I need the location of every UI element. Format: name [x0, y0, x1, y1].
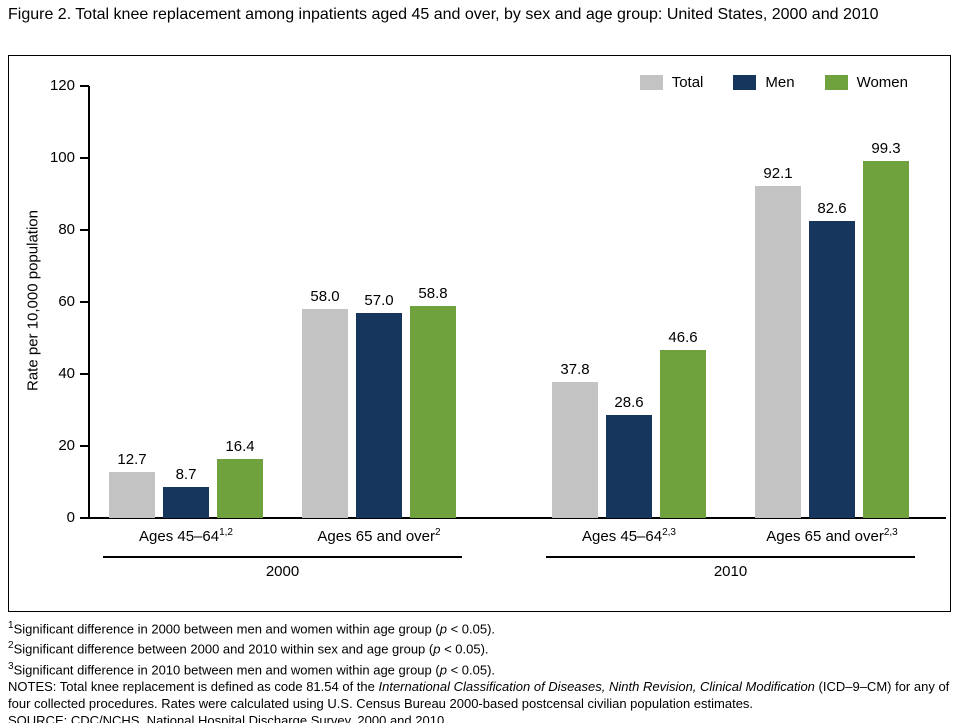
footnote: 3Significant difference in 2010 between … — [8, 658, 952, 678]
bar-value-label: 28.6 — [614, 394, 644, 412]
footnote-text: NOTES: Total knee replacement is defined… — [8, 678, 379, 694]
y-tick-mark — [80, 157, 89, 159]
bar-value-label: 58.8 — [418, 285, 448, 303]
legend-label: Men — [765, 74, 795, 91]
footnote: NOTES: Total knee replacement is defined… — [8, 678, 952, 712]
footnote-text: < 0.05). — [440, 641, 489, 657]
footnote-text: (ICD–9–CM) for any of four collected pro… — [8, 678, 950, 711]
y-tick-mark — [80, 301, 89, 303]
y-tick-label: 100 — [49, 149, 75, 166]
y-axis-line — [88, 86, 90, 519]
legend-item-total: Total — [639, 74, 704, 91]
bar-value-label: 57.0 — [364, 291, 394, 309]
footnote-text: SOURCE: CDC/NCHS, National Hospital Disc… — [8, 712, 448, 723]
footnote: 2Significant difference between 2000 and… — [8, 637, 952, 657]
footnote-text: p — [439, 661, 447, 677]
footnote-text: Significant difference between 2000 and … — [13, 641, 434, 657]
legend-swatch-women — [824, 75, 848, 90]
figure-title: Figure 2. Total knee replacement among i… — [8, 6, 879, 23]
bar-men — [356, 312, 402, 518]
y-tick-mark — [80, 229, 89, 231]
bar-value-label: 92.1 — [763, 165, 793, 183]
bar-men — [163, 486, 209, 518]
bar-total — [755, 186, 801, 518]
bar-value-label: 8.7 — [175, 465, 197, 483]
y-tick-label: 40 — [58, 365, 75, 382]
legend-item-men: Men — [733, 74, 795, 91]
footnote-text: p — [433, 641, 441, 657]
bar-value-label: 58.0 — [310, 288, 340, 306]
x-axis-line — [88, 517, 946, 519]
bar-value-label: 16.4 — [225, 437, 255, 455]
footnotes: 1Significant difference in 2000 between … — [8, 617, 952, 723]
y-tick-label: 0 — [66, 509, 75, 526]
bar-value-label: 82.6 — [817, 199, 847, 217]
legend-label: Women — [856, 74, 908, 91]
legend-swatch-total — [639, 75, 663, 90]
footnote-text: International Classification of Diseases… — [378, 678, 815, 694]
y-tick-mark — [80, 85, 89, 87]
x-axis-category-label: Ages 45–641,2 — [139, 527, 233, 545]
bar-total — [302, 309, 348, 518]
bar-value-label: 37.8 — [560, 360, 590, 378]
y-tick-mark — [80, 517, 89, 519]
bar-total — [552, 381, 598, 518]
footnote: 1Significant difference in 2000 between … — [8, 617, 952, 637]
footnote-text: < 0.05). — [446, 621, 496, 637]
legend-label: Total — [671, 74, 704, 91]
legend-item-women: Women — [824, 74, 908, 91]
bar-value-label: 99.3 — [871, 139, 901, 157]
y-tick-mark — [80, 445, 89, 447]
year-group-line — [103, 556, 462, 558]
x-axis-category-label: Ages 65 and over2 — [317, 527, 441, 545]
bar-value-label: 12.7 — [117, 451, 147, 469]
bar-men — [809, 220, 855, 518]
legend-swatch-men — [733, 75, 757, 90]
y-tick-label: 20 — [58, 437, 75, 454]
x-axis-category-label: Ages 65 and over2,3 — [766, 527, 898, 545]
category-footnote-marker: 2,3 — [883, 527, 898, 538]
year-group-label: 2000 — [265, 563, 300, 580]
footnote-text: p — [439, 621, 447, 637]
year-group-label: 2010 — [713, 563, 748, 580]
footnote: SOURCE: CDC/NCHS, National Hospital Disc… — [8, 712, 952, 723]
category-footnote-marker: 1,2 — [219, 527, 233, 538]
footnote-text: Significant difference in 2010 between m… — [13, 661, 440, 677]
bar-women — [217, 458, 263, 518]
y-tick-label: 120 — [49, 77, 75, 94]
y-tick-label: 80 — [58, 221, 75, 238]
category-footnote-marker: 2,3 — [662, 527, 676, 538]
bar-women — [410, 306, 456, 518]
bar-women — [863, 160, 909, 518]
footnote-marker: 1 — [8, 620, 14, 631]
chart-legend: Total Men Women — [639, 74, 908, 91]
footnote-marker: 3 — [8, 660, 14, 672]
y-tick-label: 60 — [58, 293, 75, 310]
x-axis-category-label: Ages 45–642,3 — [582, 527, 676, 545]
y-tick-mark — [80, 373, 89, 375]
bar-value-label: 46.6 — [668, 329, 698, 347]
category-footnote-marker: 2 — [435, 527, 441, 538]
bar-total — [109, 472, 155, 518]
bar-men — [606, 415, 652, 518]
year-group-line — [546, 556, 915, 558]
bar-women — [660, 350, 706, 518]
footnote-marker: 2 — [8, 640, 14, 652]
footnote-text: Significant difference in 2000 between m… — [13, 621, 440, 637]
chart-container: Total Men Women Rate per 10,000 population… — [8, 55, 951, 612]
footnote-text: < 0.05). — [446, 661, 496, 677]
